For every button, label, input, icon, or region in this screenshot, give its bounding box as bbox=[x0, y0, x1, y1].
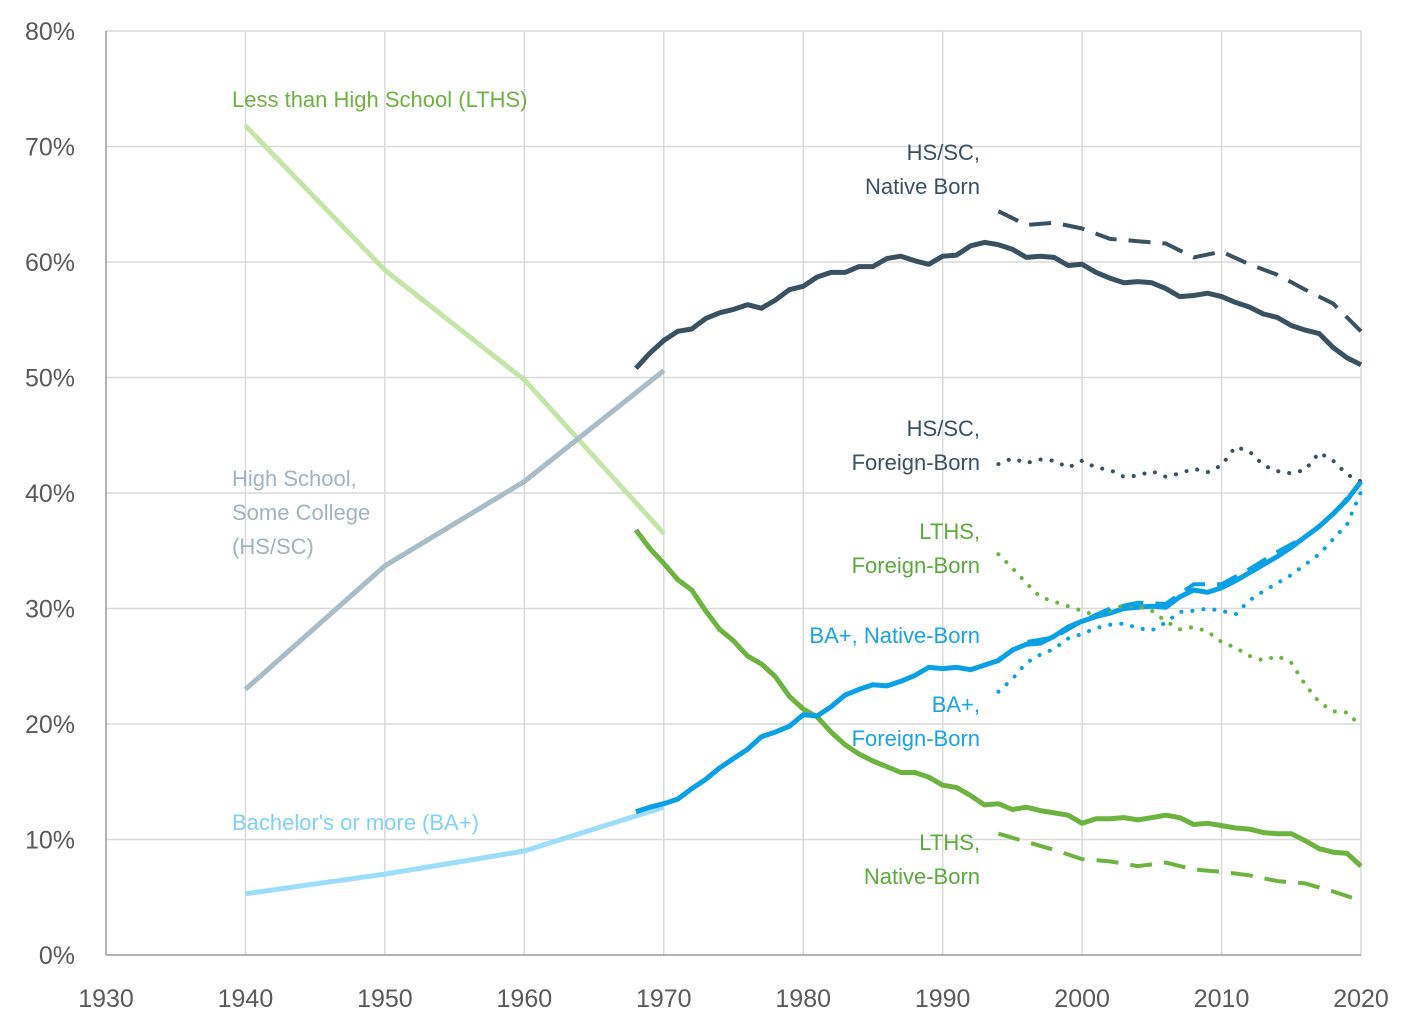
y-tick-label: 80% bbox=[25, 18, 75, 46]
series-line-1 bbox=[243, 123, 666, 536]
y-tick-label: 10% bbox=[25, 827, 75, 855]
series-line-12 bbox=[996, 489, 1363, 694]
annotation-line: Native-Born bbox=[864, 864, 980, 889]
annotation-hssc-native: HS/SC, Native Born bbox=[865, 140, 980, 199]
series-line-2 bbox=[243, 368, 666, 692]
annotations: Less than High School (LTHS) High School… bbox=[232, 87, 980, 889]
series-line-9 bbox=[997, 831, 1362, 903]
x-tick-label: 1990 bbox=[915, 985, 971, 1013]
x-tick-label: 1940 bbox=[218, 985, 274, 1013]
y-tick-label: 50% bbox=[25, 365, 75, 393]
grid-lines bbox=[106, 30, 1362, 955]
annotation-line: LTHS, bbox=[919, 519, 980, 544]
annotation-line: Bachelor's or more (BA+) bbox=[232, 810, 479, 835]
series-lines bbox=[243, 123, 1363, 903]
series-line-10 bbox=[996, 552, 1363, 729]
x-tick-label: 1960 bbox=[497, 985, 553, 1013]
y-tick-label: 40% bbox=[25, 480, 75, 508]
annotation-line: Foreign-Born bbox=[852, 726, 980, 751]
annotation-line: Less than High School (LTHS) bbox=[232, 87, 528, 112]
series-line-4 bbox=[634, 239, 1363, 370]
annotation-hssc-foreign: HS/SC, Foreign-Born bbox=[852, 416, 980, 475]
y-tick-label: 60% bbox=[25, 249, 75, 277]
x-tick-label: 1950 bbox=[357, 985, 413, 1013]
annotation-ba-overall: Bachelor's or more (BA+) bbox=[232, 810, 479, 835]
annotation-line: HS/SC, bbox=[907, 140, 980, 165]
y-tick-label: 0% bbox=[39, 942, 75, 970]
axes bbox=[105, 31, 1361, 956]
annotation-line: Foreign-Born bbox=[852, 450, 980, 475]
annotation-lths-overall: Less than High School (LTHS) bbox=[232, 87, 528, 112]
x-tick-label: 2010 bbox=[1194, 985, 1250, 1013]
x-tick-label: 1970 bbox=[636, 985, 692, 1013]
series-line-8 bbox=[996, 444, 1363, 484]
series-line-6 bbox=[635, 479, 1363, 815]
x-tick-label: 1980 bbox=[775, 985, 831, 1013]
annotation-line: (HS/SC) bbox=[232, 534, 314, 559]
annotation-ba-foreign: BA+, Foreign-Born bbox=[852, 692, 980, 751]
series-line-3 bbox=[245, 804, 665, 897]
annotation-line: High School, bbox=[232, 466, 357, 491]
series-line-11 bbox=[997, 480, 1363, 661]
annotation-ba-native: BA+, Native-Born bbox=[809, 623, 980, 648]
series-line-5 bbox=[633, 528, 1363, 868]
annotation-line: HS/SC, bbox=[907, 416, 980, 441]
series-line-7 bbox=[997, 209, 1363, 333]
annotation-line: Native Born bbox=[865, 174, 980, 199]
annotation-line: BA+, Native-Born bbox=[809, 623, 980, 648]
annotation-lths-foreign: LTHS, Foreign-Born bbox=[852, 519, 980, 578]
tick-labels: 0% 10% 20% 30% 40% 50% 60% 70% 80% 1930 1940 1950 19… bbox=[25, 18, 1389, 1013]
x-tick-label: 2000 bbox=[1054, 985, 1110, 1013]
y-tick-label: 30% bbox=[25, 596, 75, 624]
y-tick-label: 20% bbox=[25, 711, 75, 739]
annotation-line: Some College bbox=[232, 500, 370, 525]
annotation-hssc-overall: High School, Some College (HS/SC) bbox=[232, 466, 370, 559]
annotation-lths-native: LTHS, Native-Born bbox=[864, 830, 980, 889]
annotation-line: LTHS, bbox=[919, 830, 980, 855]
annotation-line: BA+, bbox=[932, 692, 980, 717]
x-tick-label: 2020 bbox=[1333, 985, 1389, 1013]
x-tick-label: 1930 bbox=[78, 985, 134, 1013]
y-tick-label: 70% bbox=[25, 134, 75, 162]
annotation-line: Foreign-Born bbox=[852, 553, 980, 578]
